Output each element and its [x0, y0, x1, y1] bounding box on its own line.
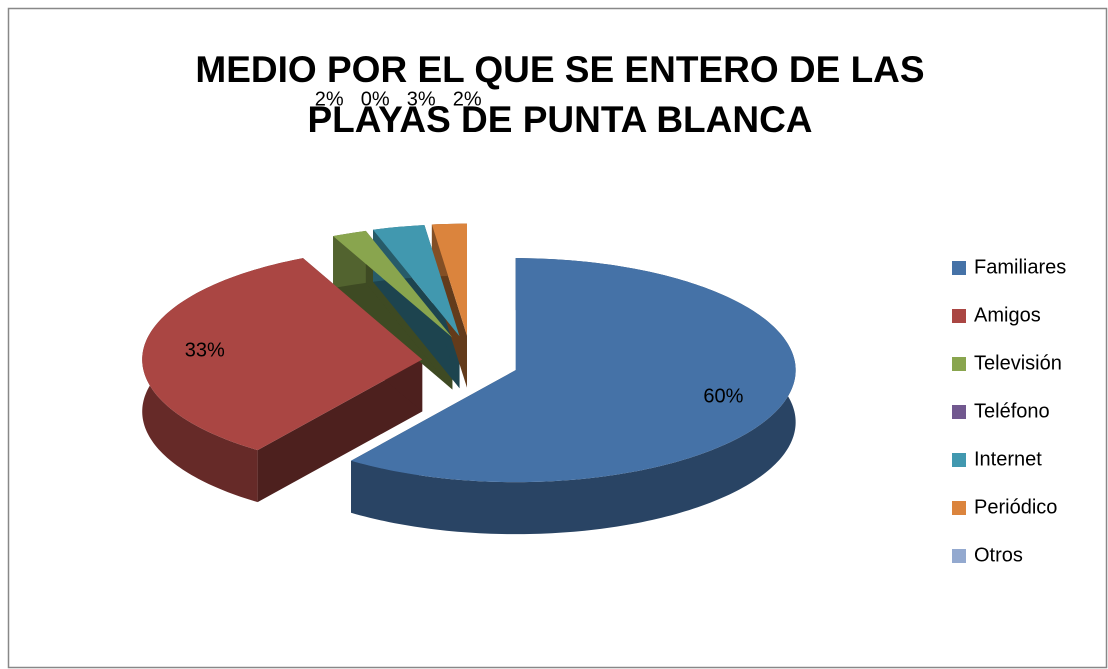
legend-swatch: [952, 501, 966, 515]
data-label: 60%: [703, 385, 743, 407]
legend-label: Internet: [974, 448, 1042, 470]
legend: Familiares Amigos Televisión Teléfono Intern…: [952, 256, 1066, 566]
data-label: 0%: [361, 88, 390, 110]
legend-label: Televisión: [974, 352, 1062, 374]
slice: [333, 230, 453, 338]
chart-title: PLAYAS DE PUNTA BLANCA: [307, 99, 812, 140]
legend-swatch: [952, 357, 966, 371]
legend-label: Teléfono: [974, 400, 1050, 422]
pie-tops: [142, 223, 796, 483]
data-label: 2%: [315, 88, 344, 110]
slice: [142, 258, 423, 451]
legend-swatch: [952, 549, 966, 563]
legend-swatch: [952, 453, 966, 467]
data-label: 2%: [453, 88, 482, 110]
legend-label: Amigos: [974, 304, 1041, 326]
legend-swatch: [952, 309, 966, 323]
data-label: 3%: [407, 88, 436, 110]
slice-wall: [257, 359, 423, 503]
legend-swatch: [952, 405, 966, 419]
legend-swatch: [952, 261, 966, 275]
data-label: 33%: [185, 340, 225, 362]
slice: [431, 223, 467, 336]
slice: [373, 225, 460, 337]
legend-label: Familiares: [974, 256, 1066, 278]
legend-label: Otros: [974, 544, 1023, 566]
slice: [351, 258, 796, 483]
data-labels: 60% 33% 2% 0% 3% 2%: [185, 88, 744, 407]
chart-title: MEDIO POR EL QUE SE ENTERO DE LAS: [195, 49, 924, 90]
legend-label: Periódico: [974, 496, 1057, 518]
